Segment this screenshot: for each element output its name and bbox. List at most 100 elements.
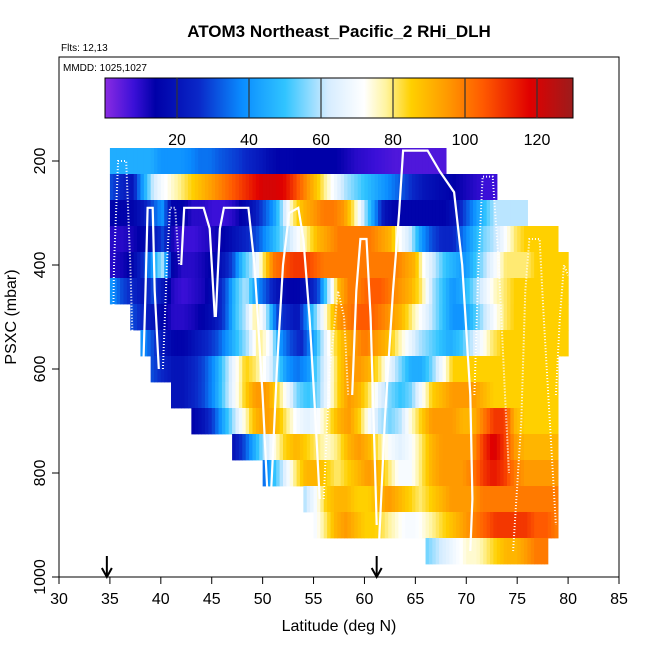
heatmap-cell [310,200,315,227]
heatmap-cell [255,226,260,253]
heatmap-cell [130,174,135,201]
heatmap-cell [130,226,135,253]
heatmap-cell [540,434,545,461]
heatmap-cell [381,148,386,175]
heatmap-cell [150,148,155,175]
heatmap-cell [523,512,528,539]
heatmap-cell [500,512,505,539]
heatmap-cell [391,330,396,357]
heatmap-cell [503,252,508,279]
heatmap-cell [242,382,247,409]
heatmap-cell [330,486,335,513]
heatmap-cell [272,304,277,331]
heatmap-cell [530,486,535,513]
heatmap-cell [333,382,338,409]
heatmap-cell [279,382,284,409]
heatmap-cell [401,382,406,409]
heatmap-cell [425,200,430,227]
heatmap-cell [411,408,416,435]
heatmap-cell [493,330,498,357]
heatmap-cell [296,174,301,201]
heatmap-cell [289,252,294,279]
heatmap-cell [323,486,328,513]
heatmap-cell [483,330,488,357]
heatmap-cell [255,356,260,383]
heatmap-cell [523,486,528,513]
heatmap-cell [337,512,342,539]
heatmap-cell [283,408,287,435]
heatmap-cell [466,408,471,435]
heatmap-cell [490,278,495,305]
heatmap-cell [534,252,539,279]
heatmap-cell [333,174,338,201]
heatmap-cell [354,434,359,461]
heatmap-cell [286,356,291,383]
heatmap-cell [357,148,362,175]
heatmap-cell [221,356,226,383]
heatmap-cell [228,330,233,357]
heatmap-cell [523,200,528,227]
heatmap-cell [398,356,403,383]
heatmap-cell [187,148,192,175]
heatmap-cell [510,460,515,487]
heatmap-cell [154,226,159,253]
heatmap-cell [405,434,410,461]
heatmap-cell [564,330,569,357]
heatmap-cell [306,382,311,409]
heatmap-cell [418,252,423,279]
heatmap-cell [116,200,121,227]
heatmap-cell [422,148,427,175]
heatmap-cell [259,226,264,253]
heatmap-cell [330,356,335,383]
heatmap-cell [249,278,254,305]
heatmap-cell [140,330,145,357]
heatmap-cell [171,252,175,279]
heatmap-cell [510,356,515,383]
heatmap-cell [228,252,233,279]
heatmap-cell [551,408,556,435]
heatmap-cell [262,278,267,305]
heatmap-cell [401,434,406,461]
heatmap-cell [415,148,420,175]
heatmap-cell [235,434,240,461]
heatmap-cell [395,356,399,383]
heatmap-cell [411,278,416,305]
heatmap-cell [411,148,416,175]
heatmap-cell [517,434,522,461]
heatmap-cell [523,434,528,461]
heatmap-cell [279,304,284,331]
heatmap-cell [344,356,349,383]
heatmap-cell [320,434,325,461]
heatmap-cell [323,512,328,539]
heatmap-cell [167,304,172,331]
heatmap-cell [194,330,199,357]
heatmap-cell [374,148,379,175]
heatmap-cell [109,174,114,201]
heatmap-cell [289,408,294,435]
heatmap-cell [333,434,338,461]
heatmap-cell [428,538,433,565]
heatmap-cell [350,304,355,331]
heatmap-cell [303,460,308,487]
heatmap-cell [388,486,393,513]
heatmap-cell [398,408,403,435]
heatmap-cell [452,538,457,565]
heatmap-cell [547,460,552,487]
heatmap-cell [483,538,488,565]
heatmap-cell [496,226,501,253]
heatmap-cell [391,148,396,175]
heatmap-cell [344,382,349,409]
heatmap-cell [113,148,118,175]
heatmap-cell [320,200,325,227]
heatmap-cell [330,278,335,305]
heatmap-cell [530,408,535,435]
heatmap-cell [164,278,169,305]
heatmap-cell [486,486,491,513]
heatmap-cell [299,226,304,253]
heatmap-cell [466,174,471,201]
heatmap-cell [493,304,498,331]
heatmap-cell [181,148,186,175]
heatmap-cell [272,174,277,201]
heatmap-cell [425,252,430,279]
heatmap-cell [496,460,501,487]
